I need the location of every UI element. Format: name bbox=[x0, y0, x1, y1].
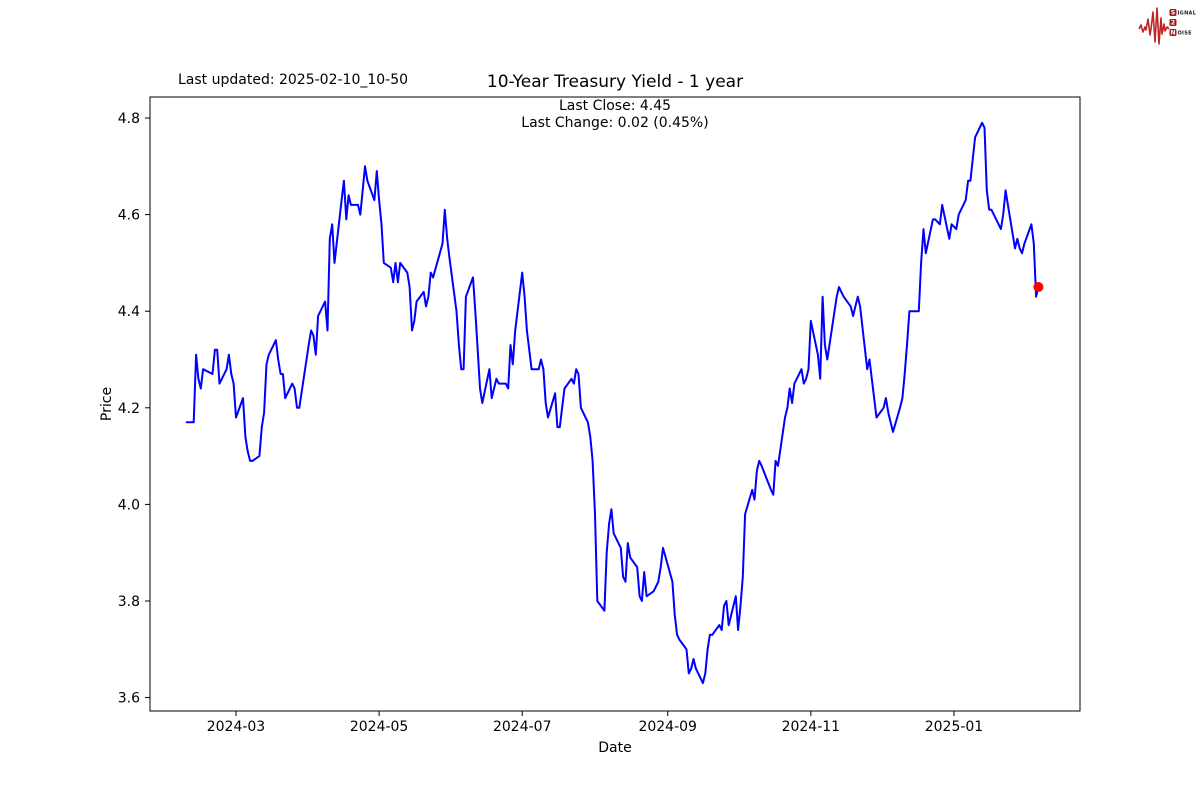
x-tick-label: 2024-07 bbox=[493, 719, 552, 735]
last-close-marker bbox=[1033, 282, 1044, 292]
x-axis-label: Date bbox=[598, 740, 631, 756]
y-tick-label: 4.2 bbox=[118, 401, 140, 417]
logo-initial-n: N bbox=[1170, 30, 1175, 37]
price-line-series bbox=[185, 121, 1040, 685]
logo-letter-box-n bbox=[1169, 29, 1177, 36]
logo-initial-2: 2 bbox=[1171, 20, 1175, 27]
x-tick-label: 2024-09 bbox=[638, 719, 697, 735]
chart-title: 10-Year Treasury Yield - 1 year bbox=[487, 72, 743, 92]
x-tick-label: 2025-01 bbox=[925, 719, 984, 735]
logo-initial-s: S bbox=[1171, 10, 1175, 17]
y-axis-ticks: 4.8 4.6 4.4 4.2 4.0 3.8 3.6 bbox=[118, 111, 150, 707]
y-tick-label: 4.6 bbox=[118, 208, 140, 224]
y-tick-label: 4.8 bbox=[118, 111, 140, 127]
last-updated-label: Last updated: 2025-02-10_10-50 bbox=[178, 72, 408, 88]
last-change-annotation: Last Change: 0.02 (0.45%) bbox=[521, 115, 708, 131]
y-tick-label: 4.4 bbox=[118, 304, 140, 320]
y-axis-label: Price bbox=[99, 387, 115, 421]
plot-frame bbox=[149, 96, 1081, 712]
logo-text-ignal: IGNAL bbox=[1178, 11, 1197, 17]
waveform-icon bbox=[1138, 7, 1170, 45]
y-tick-label: 4.0 bbox=[118, 497, 140, 513]
y-tick-label: 3.6 bbox=[118, 691, 140, 707]
y-tick-label: 3.8 bbox=[118, 594, 140, 610]
logo-letter-box-2 bbox=[1169, 19, 1177, 26]
x-axis-ticks: 2024-03 2024-05 2024-07 2024-09 2024-11 2025-… bbox=[207, 711, 983, 735]
signal2noise-logo: S 2 N IGNAL OISE bbox=[1138, 7, 1197, 45]
x-tick-label: 2024-11 bbox=[782, 719, 841, 735]
x-tick-label: 2024-05 bbox=[350, 719, 409, 735]
logo-text-oise: OISE bbox=[1178, 31, 1193, 37]
logo-letter-box-s bbox=[1169, 9, 1177, 16]
last-close-annotation: Last Close: 4.45 bbox=[559, 98, 671, 114]
x-tick-label: 2024-03 bbox=[207, 719, 266, 735]
